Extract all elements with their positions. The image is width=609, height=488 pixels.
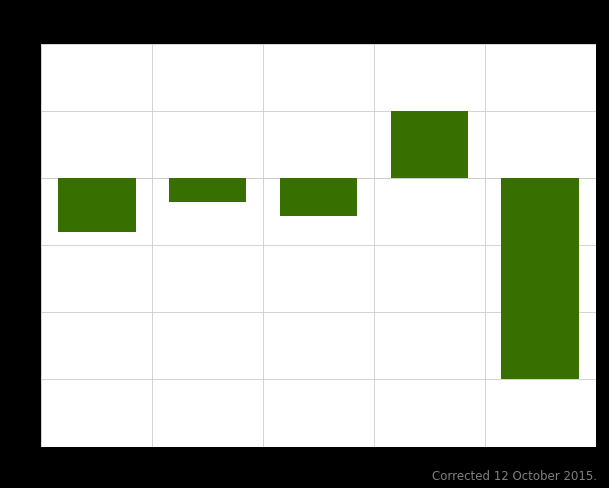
Bar <box>169 178 247 202</box>
Bar <box>280 178 357 216</box>
Bar <box>58 178 136 232</box>
Bar <box>390 111 468 178</box>
Text: Corrected 12 October 2015.: Corrected 12 October 2015. <box>432 470 597 483</box>
Bar <box>501 178 579 379</box>
